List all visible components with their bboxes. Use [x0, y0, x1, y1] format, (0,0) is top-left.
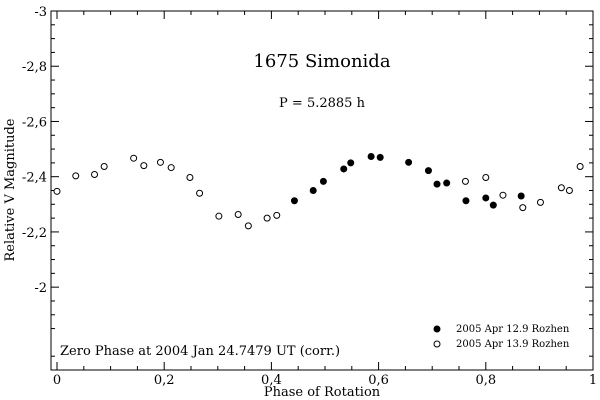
data-point-apr-12: [424, 167, 432, 175]
data-point-apr-13: [557, 184, 565, 192]
data-point-apr-13: [536, 198, 544, 206]
data-point-apr-12: [290, 197, 298, 205]
data-point-apr-13: [196, 189, 204, 197]
data-point-apr-12: [443, 179, 451, 187]
data-point-apr-13: [499, 191, 507, 199]
zero-phase-annotation: Zero Phase at 2004 Jan 24.7479 UT (corr.…: [60, 344, 340, 359]
x-tick-label: 0,6: [368, 373, 389, 388]
data-point-apr-12: [489, 201, 497, 209]
data-point-apr-13: [576, 162, 584, 170]
data-point-apr-12: [462, 197, 470, 205]
data-point-apr-12: [482, 194, 490, 202]
data-point-apr-12: [367, 153, 375, 161]
x-tick-label: 0: [53, 373, 61, 388]
data-point-apr-13: [519, 204, 527, 212]
data-point-apr-13: [156, 158, 164, 166]
data-point-apr-13: [234, 211, 242, 219]
data-point-apr-13: [186, 174, 194, 182]
y-axis-label: Relative V Magnitude: [3, 118, 18, 261]
data-points: [53, 153, 584, 230]
y-tick-label: -2,6: [22, 115, 47, 130]
data-point-apr-13: [91, 170, 99, 178]
data-point-apr-13: [273, 211, 281, 219]
data-point-apr-12: [340, 165, 348, 173]
data-point-apr-13: [565, 187, 573, 194]
y-tick-label: -2,2: [22, 226, 47, 241]
data-point-apr-13: [482, 174, 490, 182]
y-tick-label: -2,8: [22, 60, 47, 75]
y-tick-labels: -3 -2,8 -2,6 -2,4 -2,2 -2: [22, 5, 47, 296]
data-point-apr-12: [309, 187, 317, 194]
x-tick-label: 0,2: [154, 373, 175, 388]
y-tick-label: -3: [34, 5, 47, 20]
data-point-apr-13: [130, 154, 138, 162]
data-point-apr-12: [517, 192, 525, 200]
data-point-apr-12: [376, 153, 384, 161]
data-point-apr-12: [347, 159, 355, 167]
x-tick-label: 0,8: [475, 373, 496, 388]
legend-marker-apr-12: [433, 325, 441, 333]
x-tick-label: 1: [589, 373, 597, 388]
data-point-apr-13: [215, 212, 223, 220]
data-point-apr-12: [319, 177, 327, 185]
x-axis-label: Phase of Rotation: [264, 385, 381, 400]
data-point-apr-13: [53, 187, 61, 195]
legend-marker-apr-13: [433, 340, 441, 348]
data-point-apr-13: [72, 172, 80, 180]
legend-label-apr-13: 2005 Apr 13.9 Rozhen: [456, 339, 570, 350]
data-point-apr-13: [263, 214, 271, 222]
legend-label-apr-12: 2005 Apr 12.9 Rozhen: [456, 324, 570, 335]
data-point-apr-13: [167, 164, 175, 172]
data-point-apr-13: [461, 177, 469, 185]
chart-title: 1675 Simonida: [253, 51, 390, 72]
plot-frame: [50, 10, 594, 371]
data-point-apr-13: [140, 162, 148, 170]
y-tick-label: -2,4: [22, 171, 47, 186]
period-label: P = 5.2885 h: [279, 96, 366, 111]
data-point-apr-13: [244, 222, 252, 230]
data-point-apr-12: [433, 180, 441, 188]
x-tick-label: 0,4: [261, 373, 282, 388]
x-tick-labels: 0 0,2 0,4 0,6 0,8 1: [53, 373, 597, 388]
y-tick-label: -2: [34, 281, 47, 296]
data-point-apr-12: [405, 158, 413, 166]
data-point-apr-13: [100, 162, 108, 170]
legend: 2005 Apr 12.9 Rozhen 2005 Apr 13.9 Rozhe…: [433, 324, 570, 350]
